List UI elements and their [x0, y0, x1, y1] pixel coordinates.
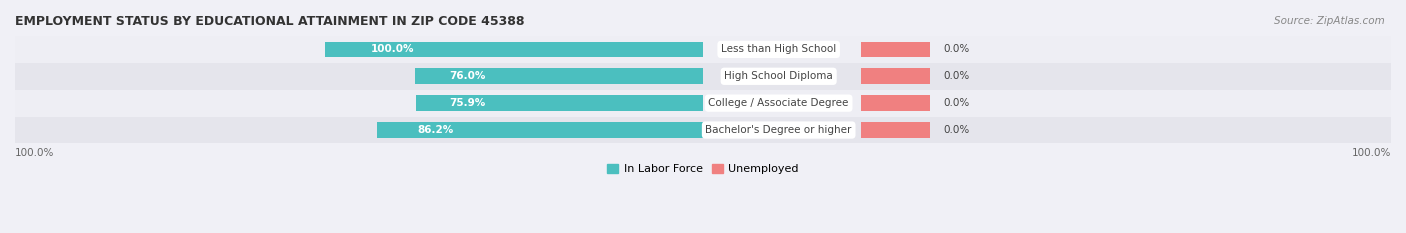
Text: EMPLOYMENT STATUS BY EDUCATIONAL ATTAINMENT IN ZIP CODE 45388: EMPLOYMENT STATUS BY EDUCATIONAL ATTAINM…	[15, 15, 524, 28]
Bar	[15, 116, 1391, 144]
Text: 0.0%: 0.0%	[943, 98, 970, 108]
Text: 0.0%: 0.0%	[943, 45, 970, 55]
Bar	[15, 63, 1391, 90]
Text: 0.0%: 0.0%	[943, 71, 970, 81]
Text: 0.0%: 0.0%	[943, 125, 970, 135]
Text: High School Diploma: High School Diploma	[724, 71, 832, 81]
Text: 100.0%: 100.0%	[371, 45, 415, 55]
Bar	[377, 122, 703, 138]
Text: 76.0%: 76.0%	[449, 71, 485, 81]
Bar	[415, 69, 703, 84]
Bar	[862, 95, 929, 111]
Bar	[15, 90, 1391, 116]
Text: 86.2%: 86.2%	[418, 125, 454, 135]
Text: 75.9%: 75.9%	[450, 98, 485, 108]
Bar	[862, 42, 929, 57]
Bar	[862, 69, 929, 84]
Legend: In Labor Force, Unemployed: In Labor Force, Unemployed	[603, 160, 803, 179]
Text: College / Associate Degree: College / Associate Degree	[709, 98, 849, 108]
Bar	[15, 36, 1391, 63]
Text: 100.0%: 100.0%	[1351, 147, 1391, 158]
Text: Source: ZipAtlas.com: Source: ZipAtlas.com	[1274, 16, 1385, 26]
Bar	[325, 42, 703, 57]
Text: Less than High School: Less than High School	[721, 45, 837, 55]
Text: 100.0%: 100.0%	[15, 147, 55, 158]
Text: Bachelor's Degree or higher: Bachelor's Degree or higher	[706, 125, 852, 135]
Bar	[862, 122, 929, 138]
Bar	[416, 95, 703, 111]
